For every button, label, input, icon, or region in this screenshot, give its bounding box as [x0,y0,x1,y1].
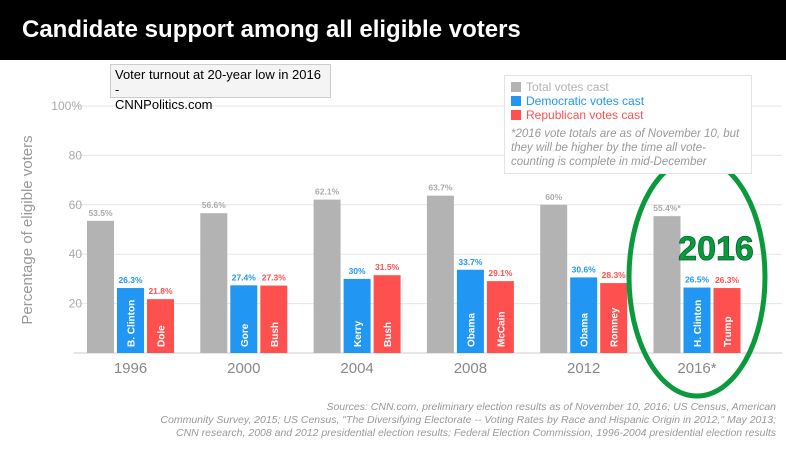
legend-label: Democratic votes cast [526,94,645,108]
title-bar: Candidate support among all eligible vot… [0,0,786,60]
candidate-label: Bush [383,322,394,347]
data-label: 27.3% [262,273,287,283]
y-axis-label: Percentage of eligible voters [19,135,36,324]
tooltip-line: CNNPolitics.com [115,97,213,112]
data-label: 28.3% [602,270,627,280]
data-label: 56.6% [202,200,227,210]
candidate-label: Trump [723,316,734,347]
bar [486,281,514,353]
y-tick-label: 40 [69,247,83,261]
data-label: 55.4%* [653,203,681,213]
bar [683,287,711,353]
candidate-label: Romney [610,307,621,347]
bar [260,285,288,353]
sources-line: Sources: CNN.com, preliminary election r… [326,401,776,413]
data-label: 30% [349,266,366,276]
data-label: 29.1% [488,268,513,278]
x-tick-label: 1996 [114,360,147,377]
candidate-label: B. Clinton [127,300,138,347]
y-tick-label: 20 [69,297,83,311]
sources-line: Community Survey, 2015; US Census, "The … [160,414,776,426]
x-tick-label: 2016* [677,360,716,377]
bar [200,213,228,353]
data-label: 60% [545,192,562,202]
data-label: 63.7% [428,183,453,193]
bar [343,278,371,353]
annotation-2016: 2016 [678,230,754,268]
y-tick-label: 100% [51,99,82,113]
tooltip: Voter turnout at 20-year low in 2016 - C… [110,64,331,112]
y-tick-label: 60 [69,198,83,212]
legend-item-total: Total votes cast [511,80,745,94]
x-tick-label: 2000 [227,360,260,377]
data-label: 26.3% [118,275,143,285]
bar [456,269,484,353]
bar [230,285,258,353]
data-label: 62.1% [315,187,340,197]
bar [540,204,568,353]
candidate-label: Bush [270,322,281,347]
data-label: 30.6% [572,264,597,274]
candidate-label: H. Clinton [693,300,704,347]
data-label: 26.5% [685,275,710,285]
data-label: 27.4% [232,272,257,282]
candidate-label: Obama [580,313,591,347]
bar [87,220,114,353]
chart-title: Candidate support among all eligible vot… [22,16,521,43]
bar [713,288,741,353]
data-label: 26.3% [715,275,740,285]
bar [600,283,628,353]
x-tick-label: 2012 [567,360,600,377]
bar [147,299,174,353]
sources-note: Sources: CNN.com, preliminary election r… [76,401,776,440]
candidate-label: Gore [240,323,251,347]
candidate-label: McCain [496,311,507,347]
candidate-label: Dole [157,325,168,347]
legend-swatch [511,82,521,92]
data-label: 33.7% [458,257,483,267]
legend-item-republican: Republican votes cast [511,108,745,122]
sources-line: CNN research, 2008 and 2012 presidential… [176,427,776,439]
legend-label: Republican votes cast [526,108,644,122]
bar [653,216,681,353]
data-label: 21.8% [148,286,173,296]
legend: Total votes cast Democratic votes cast R… [504,75,752,174]
bar [426,195,454,353]
legend-item-democratic: Democratic votes cast [511,94,745,108]
bar [313,199,341,353]
bar [373,275,401,353]
legend-footnote: *2016 vote totals are as of November 10,… [511,128,740,168]
tooltip-line: Voter turnout at 20-year low in 2016 - [115,67,321,97]
bar [117,288,144,353]
x-tick-label: 2008 [454,360,487,377]
x-tick-label: 2004 [340,360,373,377]
candidate-label: Obama [466,313,477,347]
legend-swatch [511,110,521,120]
data-label: 53.5% [88,208,113,218]
data-label: 31.5% [375,262,400,272]
legend-label: Total votes cast [526,80,609,94]
y-tick-label: 80 [69,148,83,162]
bar [570,277,598,353]
legend-swatch [511,96,521,106]
candidate-label: Kerry [353,320,364,347]
